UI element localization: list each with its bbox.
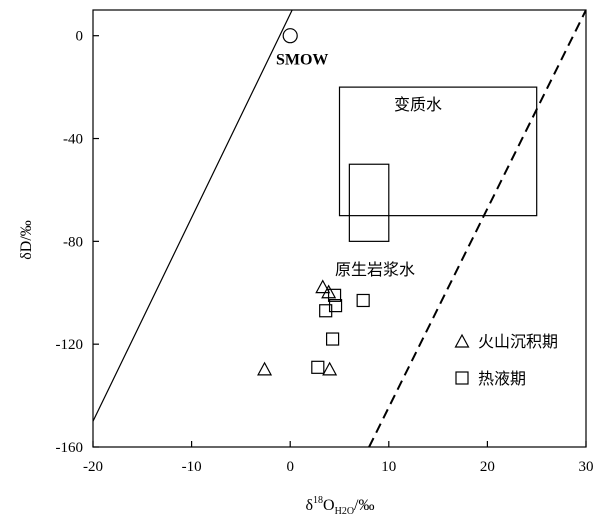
x-tick-label: -10 [182,459,202,475]
square-point [325,332,340,346]
square-point [311,360,325,374]
smow-point [282,28,298,44]
x-tick-label: 0 [286,459,294,475]
x-tick-label: 30 [579,459,594,475]
smow-label: SMOW [276,52,328,69]
legend: 火山沉积期 热液期 [454,332,558,388]
y-axis-title: δD/‰ [18,220,35,260]
triangle-point [257,361,273,376]
y-tick-label: 0 [76,29,84,45]
x-axis-title-sup: 18 [313,495,323,506]
square-point [328,299,343,313]
region-box-2 [348,163,390,242]
x-axis-title-main: O [323,497,335,514]
legend-square-icon [455,371,469,385]
region-box-1 [338,86,538,217]
x-tick-label: -20 [83,459,103,475]
meteoric-water-line [93,10,293,422]
region-label-metamorphic-water: 变质水 [394,95,442,114]
legend-label-hydrothermal: 热液期 [478,369,526,388]
legend-label-volcanic: 火山沉积期 [478,332,558,351]
y-tick-label: -120 [56,337,84,353]
y-tick-label: -80 [63,234,83,250]
y-tick-label: -40 [63,132,83,148]
x-axis-title: δ18OH2O/‰ [305,495,374,517]
plot-frame [92,9,587,448]
legend-triangle-icon [454,333,470,348]
region-label-primary-magmatic-water: 原生岩浆水 [335,260,415,279]
y-tick-label: -160 [56,440,84,456]
x-axis-title-sub: H2O [335,506,354,517]
x-tick-label: 20 [480,459,495,475]
triangle-point [315,279,331,294]
square-point [356,293,370,308]
square-point [327,288,342,302]
x-tick-label: 10 [381,459,396,475]
square-point [319,304,333,318]
triangle-point [322,361,338,376]
x-axis-title-unit: /‰ [354,497,374,514]
x-axis-title-delta: δ [305,497,313,514]
dashed-line [368,10,586,447]
